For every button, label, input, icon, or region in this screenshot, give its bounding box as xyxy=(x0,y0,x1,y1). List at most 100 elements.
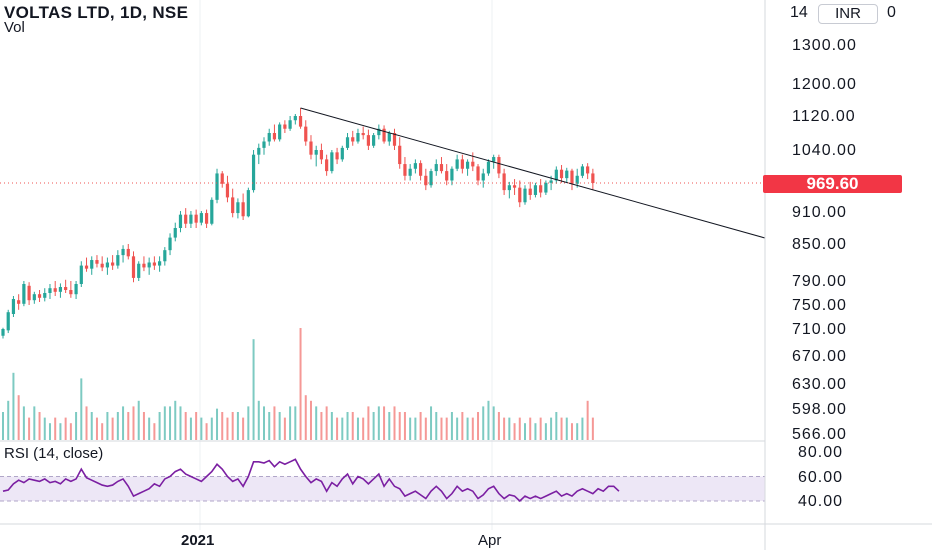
candle-body xyxy=(471,161,475,167)
candle-body xyxy=(429,171,433,186)
volume-bar xyxy=(252,339,255,440)
candle-body xyxy=(90,260,94,269)
candle-body xyxy=(27,285,31,301)
volume-bar xyxy=(236,412,239,440)
volume-bar xyxy=(216,408,219,440)
candle-body xyxy=(434,164,438,172)
candle-body xyxy=(278,124,282,140)
volume-bar xyxy=(59,423,62,440)
volume-bar xyxy=(106,412,109,440)
candle-body xyxy=(356,133,360,142)
axis-labels: 1300.00 1200.00 1120.00 1040.00 910.00 850.00… xyxy=(181,4,896,549)
candle-body xyxy=(11,299,16,314)
volume-bar xyxy=(174,400,177,440)
volume-bar xyxy=(48,423,51,440)
candle-body xyxy=(288,120,292,129)
candle-body xyxy=(267,133,271,142)
volume-bars xyxy=(2,328,594,440)
candle-body xyxy=(309,141,313,155)
price-tick-label: 1200.00 xyxy=(792,76,857,93)
volume-bar xyxy=(336,417,339,440)
volume-bar xyxy=(2,412,4,440)
candle-body xyxy=(293,116,297,121)
volume-bar xyxy=(28,417,31,440)
volume-bar xyxy=(189,417,192,440)
candle-body xyxy=(533,185,538,195)
volume-bar xyxy=(513,423,516,440)
candle-body xyxy=(100,263,104,268)
volume-bar xyxy=(550,417,553,440)
price-tick-label: 910.00 xyxy=(792,204,847,221)
candle-body xyxy=(492,157,496,162)
volume-bar xyxy=(351,412,354,440)
price-tick-label: 850.00 xyxy=(792,236,847,253)
volume-bar xyxy=(12,372,15,440)
rsi-tick-label: 80.00 xyxy=(798,444,843,461)
volume-bar xyxy=(487,400,490,440)
candle-body xyxy=(340,147,344,160)
candle-body xyxy=(445,171,449,181)
candle-body xyxy=(580,166,585,176)
price-tick-label-partial: 14 xyxy=(790,4,808,21)
candle-body xyxy=(6,312,10,331)
candle-body xyxy=(178,214,183,228)
candle-body xyxy=(262,141,266,148)
price-tick-label: 790.00 xyxy=(792,273,847,290)
volume-bar xyxy=(466,417,469,440)
volume-bar xyxy=(184,412,187,440)
volume-bar xyxy=(346,412,349,440)
candle-body xyxy=(314,150,318,155)
candle-body xyxy=(497,157,501,174)
candle-body xyxy=(95,260,99,264)
volume-bar xyxy=(362,417,365,440)
trendline[interactable] xyxy=(0,107,766,239)
candle-body xyxy=(184,214,188,224)
candle-body xyxy=(586,166,590,174)
volume-bar xyxy=(22,406,25,440)
candle-body xyxy=(403,164,407,176)
volume-bar xyxy=(325,406,328,440)
volume-bar xyxy=(231,412,234,440)
candle-body xyxy=(559,169,564,179)
candle-body xyxy=(330,152,334,172)
time-tick-label: 2021 xyxy=(181,532,214,549)
volume-bar xyxy=(492,406,495,440)
price-tick-label: 710.00 xyxy=(792,321,847,338)
candle-body xyxy=(544,182,548,193)
volume-bar xyxy=(388,412,391,440)
volume-bar xyxy=(122,406,125,440)
candle-body xyxy=(486,161,491,174)
volume-bar xyxy=(534,423,537,440)
candle-body xyxy=(121,248,125,256)
volume-bar xyxy=(7,400,10,440)
candle-body xyxy=(439,164,444,172)
candle-body xyxy=(1,329,5,336)
volume-bar xyxy=(75,412,78,440)
volume-bar xyxy=(315,406,318,440)
candle-body xyxy=(450,168,454,181)
volume-bar xyxy=(477,412,480,440)
rsi-polyline xyxy=(2,458,620,503)
candle-body xyxy=(105,262,109,268)
currency-button[interactable]: INR xyxy=(818,4,878,24)
candle-body xyxy=(147,262,151,268)
volume-bar xyxy=(85,406,88,440)
volume-bar xyxy=(461,412,464,440)
candle-body xyxy=(111,262,115,266)
volume-bar xyxy=(450,412,453,440)
candle-body xyxy=(204,213,209,224)
candle-body xyxy=(523,188,527,203)
volume-bar xyxy=(304,395,307,440)
candle-body xyxy=(319,150,324,160)
volume-bar xyxy=(482,406,485,440)
volume-bar xyxy=(69,423,72,440)
candle-body xyxy=(251,154,256,191)
volume-bar xyxy=(90,412,93,440)
volume-bar xyxy=(247,406,250,440)
volume-bar xyxy=(263,406,265,440)
candle-body xyxy=(512,185,517,188)
time-tick-label: Apr xyxy=(478,532,501,549)
candle-body xyxy=(382,128,386,142)
candle-body xyxy=(158,261,162,266)
